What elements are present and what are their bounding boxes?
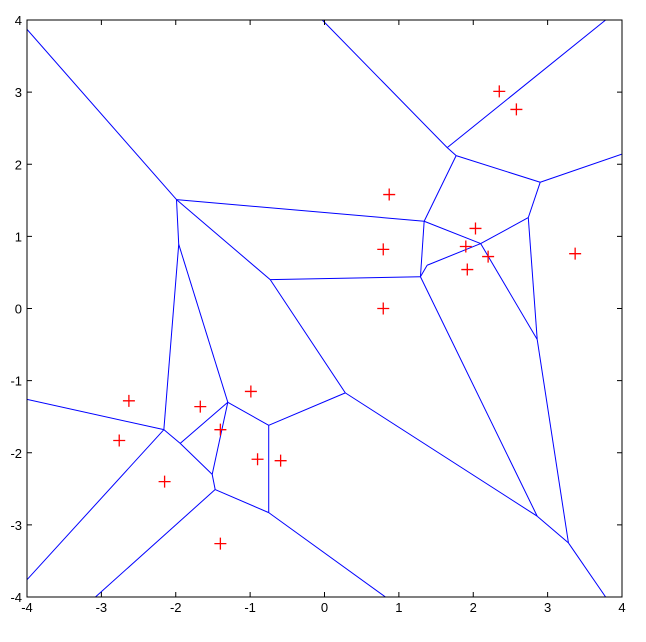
edges: [27, 20, 622, 597]
voronoi-edge: [420, 264, 428, 278]
site-point: [194, 400, 207, 413]
x-tick-label: 4: [618, 600, 625, 615]
voronoi-edge: [480, 243, 538, 340]
voronoi-edge: [270, 276, 421, 281]
voronoi-edge: [176, 199, 425, 222]
voronoi-edge: [175, 199, 180, 245]
voronoi-edge: [480, 217, 529, 245]
site-point: [569, 247, 582, 260]
x-tick-label: -4: [21, 600, 33, 615]
points: [113, 85, 582, 550]
voronoi-edge: [269, 279, 346, 394]
voronoi-edge: [178, 244, 229, 403]
voronoi-edge: [227, 401, 269, 426]
x-tick-label: 3: [544, 600, 551, 615]
voronoi-edge: [536, 339, 569, 543]
x-tick-label: 1: [395, 600, 402, 615]
site-point: [244, 385, 257, 398]
y-tick-label: 4: [15, 13, 22, 28]
voronoi-edge: [95, 489, 216, 597]
y-tick-label: 3: [15, 85, 22, 100]
site-point: [251, 453, 264, 466]
voronoi-edge: [27, 429, 165, 581]
site-point: [459, 240, 472, 253]
site-point: [122, 394, 135, 407]
voronoi-edge: [419, 221, 425, 277]
site-point: [461, 263, 474, 276]
voronoi-edge: [179, 443, 213, 475]
voronoi-edge: [527, 182, 541, 218]
site-point: [510, 103, 523, 116]
voronoi-edge: [540, 153, 622, 183]
voronoi-edge: [163, 244, 180, 430]
voronoi-edge: [527, 217, 538, 340]
voronoi-edge: [446, 147, 457, 156]
site-point: [158, 475, 171, 488]
site-point: [274, 454, 287, 467]
voronoi-edge: [321, 20, 448, 149]
site-point: [214, 537, 227, 550]
site-point: [377, 302, 390, 315]
voronoi-edge: [423, 155, 457, 222]
voronoi-edge: [179, 401, 229, 444]
site-point: [377, 243, 390, 256]
y-tick-label: 1: [15, 229, 22, 244]
x-tick-label: 2: [470, 600, 477, 615]
voronoi-edge: [268, 512, 386, 597]
voronoi-edge: [214, 489, 269, 514]
voronoi-edge: [176, 199, 271, 281]
x-tick-label: -2: [170, 600, 182, 615]
voronoi-edge: [446, 20, 606, 149]
y-tick-label: -1: [10, 374, 22, 389]
y-tick-label: -4: [10, 590, 22, 605]
voronoi-edge: [268, 392, 346, 426]
voronoi-edge: [345, 392, 538, 517]
voronoi-edge: [419, 276, 538, 517]
y-tick-label: 2: [15, 157, 22, 172]
x-tick-label: 0: [321, 600, 328, 615]
site-point: [469, 222, 482, 235]
voronoi-edge: [536, 515, 569, 544]
y-tick-label: -2: [10, 446, 22, 461]
voronoi-edge: [568, 542, 607, 597]
voronoi-edge: [27, 29, 177, 200]
y-tick-label: -3: [10, 518, 22, 533]
site-point: [383, 188, 396, 201]
voronoi-edge: [211, 474, 216, 490]
voronoi-edge: [455, 155, 541, 183]
site-point: [113, 434, 126, 447]
x-tick-label: -3: [96, 600, 108, 615]
voronoi-edge: [211, 402, 229, 475]
voronoi-edge: [27, 398, 164, 431]
y-tick-label: 0: [15, 302, 22, 317]
voronoi-edge: [423, 220, 481, 245]
site-point: [482, 250, 495, 263]
plot-area: [27, 20, 622, 597]
x-tick-label: -1: [244, 600, 256, 615]
site-point: [214, 423, 227, 436]
site-point: [493, 85, 506, 98]
voronoi-edge: [426, 243, 481, 266]
voronoi-edge: [163, 429, 181, 444]
